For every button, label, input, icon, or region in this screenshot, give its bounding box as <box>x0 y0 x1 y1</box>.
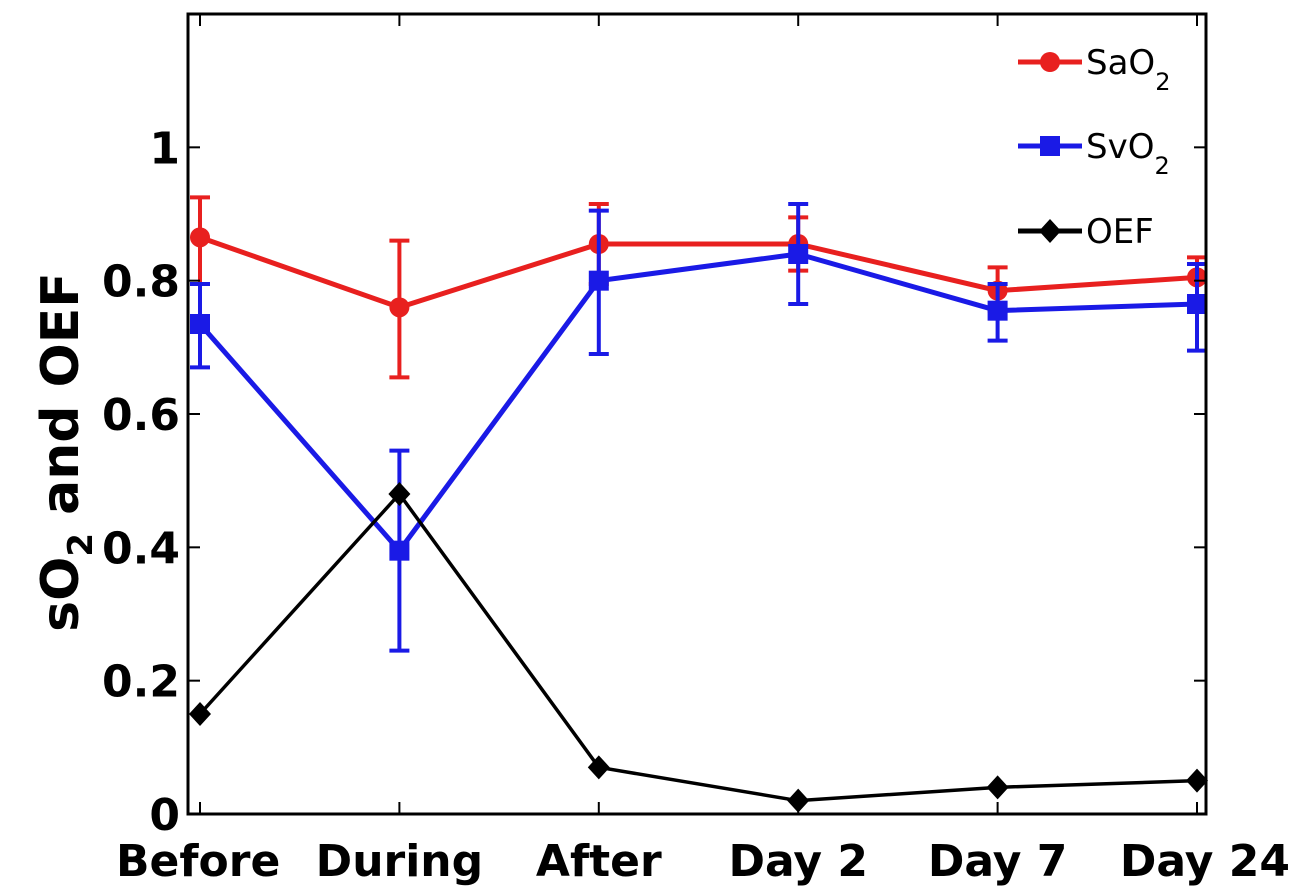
y-tick-label: 0.8 <box>102 257 180 308</box>
series-line <box>198 251 1198 554</box>
y-axis-label: sO2 and OEF <box>31 272 101 632</box>
series-line <box>199 234 1198 310</box>
legend-item-svo2: SvO2 <box>1018 127 1170 180</box>
legend-label: SvO2 <box>1086 127 1170 180</box>
legend-marker <box>1040 136 1060 156</box>
legend-marker <box>1040 52 1060 72</box>
data-point <box>1186 768 1208 793</box>
x-tick-label: Day 24 <box>1120 836 1290 887</box>
data-point <box>787 788 810 813</box>
x-tick-label: Day 2 <box>728 836 867 887</box>
data-point <box>587 755 610 780</box>
legend-label: SaO2 <box>1086 43 1170 96</box>
series-oef <box>189 482 1208 813</box>
data-point <box>190 227 210 248</box>
y-tick-label: 1 <box>149 123 180 174</box>
legend-item-sao2: SaO2 <box>1018 43 1170 96</box>
data-point <box>190 314 210 334</box>
x-tick-label: Before <box>116 836 280 887</box>
y-axis-label-rest: and OEF <box>31 272 91 533</box>
legend-label-sub: 2 <box>1155 68 1170 96</box>
data-point <box>788 244 809 264</box>
x-tick-label: Day 7 <box>928 836 1067 887</box>
data-point <box>987 300 1008 321</box>
data-point <box>986 775 1009 800</box>
y-axis-label-sub: 2 <box>61 533 101 557</box>
ticks-layer: 0 0.2 0.4 0.6 0.8 1 Before During After Day 2 Day … <box>102 14 1290 887</box>
data-point <box>1187 294 1207 314</box>
legend-label: OEF <box>1086 212 1154 252</box>
data-point <box>189 702 211 726</box>
legend-item-oef: OEF <box>1018 212 1154 252</box>
y-axis-label-main: sO <box>31 557 91 632</box>
y-tick-label: 0.2 <box>102 657 180 708</box>
data-point <box>588 270 609 291</box>
series-line <box>198 492 1198 803</box>
y-tick-label: 0 <box>149 790 180 841</box>
series-svo2 <box>190 202 1207 653</box>
legend-label-main: SaO <box>1086 43 1155 83</box>
y-tick-label: 0.6 <box>102 390 180 441</box>
data-point <box>389 297 410 318</box>
data-point <box>388 482 411 506</box>
legend-label-main: OEF <box>1086 212 1154 252</box>
y-tick-label: 0.4 <box>102 523 180 574</box>
legend-label-sub: 2 <box>1154 152 1169 180</box>
x-tick-label: During <box>316 836 483 887</box>
x-tick-label: After <box>536 836 662 887</box>
series-layer <box>189 195 1208 813</box>
legend-marker <box>1039 219 1061 243</box>
data-point <box>389 540 410 561</box>
svg-text:sO2 and OEF: sO2 and OEF <box>31 272 101 632</box>
legend-label-main: SvO <box>1086 127 1154 167</box>
